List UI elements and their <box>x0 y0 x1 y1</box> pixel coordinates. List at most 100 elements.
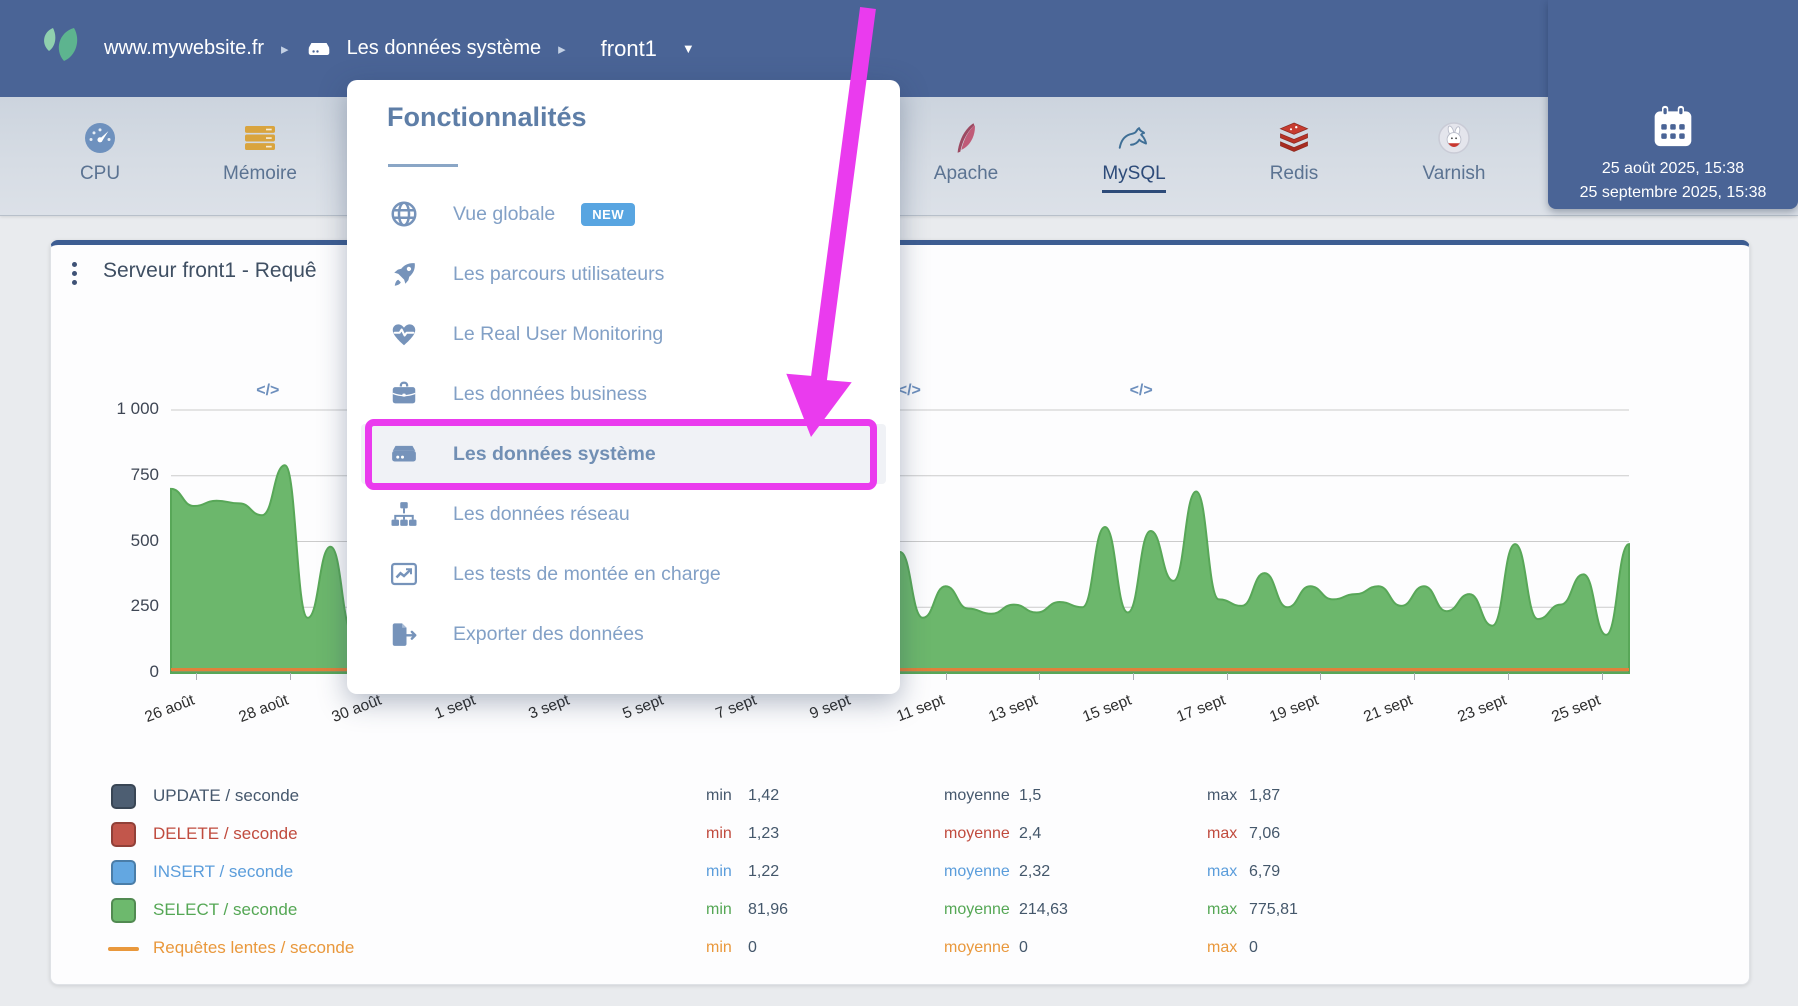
tab-label: Redis <box>1269 162 1319 184</box>
memory-icon <box>242 120 278 156</box>
menu-item-les-donnees-systeme[interactable]: Les données système <box>361 424 886 484</box>
chevron-right-icon: ▸ <box>558 40 566 58</box>
x-axis-label: 9 sept <box>807 691 853 723</box>
server-selector[interactable]: front1 <box>600 35 657 61</box>
topbar: www.mywebsite.fr ▸ Les données système ▸… <box>0 0 1798 97</box>
tab-mysql[interactable]: MySQL <box>1074 97 1194 215</box>
server-icon <box>306 36 332 62</box>
date-range-end: 25 septembre 2025, 15:38 <box>1579 184 1767 201</box>
tab-varnish[interactable]: Varnish <box>1394 97 1514 215</box>
x-axis-label: 17 sept <box>1173 691 1228 726</box>
rocket-icon <box>389 259 419 289</box>
max-value: 7,06 <box>1249 825 1281 842</box>
menu-title-underline <box>388 164 458 167</box>
date-range-start: 25 août 2025, 15:38 <box>1601 160 1745 177</box>
menu-item-les-donnees-business[interactable]: Les données business <box>361 364 886 424</box>
menu-item-exporter-des-donnees[interactable]: Exporter des données <box>361 604 886 664</box>
max-value: 0 <box>1249 939 1258 956</box>
x-axis-label: 5 sept <box>619 691 666 723</box>
tab-label: Apache <box>933 162 999 184</box>
avg-word: moyenne <box>944 901 1010 918</box>
new-badge: NEW <box>581 202 636 226</box>
logo-leaf-icon[interactable] <box>36 17 96 79</box>
legend-row-insert-seconde[interactable]: INSERT / seconde min 1,22 moyenne 2,32 max 6,7… <box>51 858 1751 888</box>
menu-item-label: Vue globale <box>453 202 556 225</box>
panel-kebab-menu-icon[interactable] <box>72 262 80 285</box>
min-word: min <box>706 939 732 956</box>
menu-item-label: Les données business <box>453 382 648 405</box>
date-range-picker[interactable]: 25 août 2025, 15:38 25 septembre 2025, 1… <box>1548 0 1798 209</box>
tab-label: Varnish <box>1422 162 1486 184</box>
legend-series-name: Requêtes lentes / seconde <box>153 938 355 957</box>
avg-word: moyenne <box>944 787 1010 804</box>
code-deploy-marker-icon[interactable]: </> <box>1129 382 1153 399</box>
features-menu: Fonctionnalités Vue globale NEW Les parcou… <box>347 80 900 694</box>
chevron-right-icon: ▸ <box>281 40 289 58</box>
tab-memoire[interactable]: Mémoire <box>200 97 320 215</box>
x-axis-tick <box>196 673 197 680</box>
legend-series-name: INSERT / seconde <box>153 862 294 881</box>
menu-item-vue-globale[interactable]: Vue globale NEW <box>361 184 886 244</box>
tab-redis[interactable]: Redis <box>1234 97 1354 215</box>
x-axis-label: 7 sept <box>713 691 760 723</box>
min-value: 1,23 <box>748 825 780 842</box>
menu-item-le-real-user-monitoring[interactable]: Le Real User Monitoring <box>361 304 886 364</box>
panel-title: Serveur front1 - Requê <box>103 259 317 282</box>
features-menu-title: Fonctionnalités <box>387 102 587 132</box>
y-axis-label: 1 000 <box>116 399 159 418</box>
min-word: min <box>706 863 732 880</box>
caret-down-icon[interactable]: ▼ <box>681 41 695 56</box>
globe-icon <box>389 199 419 229</box>
min-word: min <box>706 787 732 804</box>
legend-line-swatch <box>108 947 139 951</box>
min-word: min <box>706 901 732 918</box>
file-export-icon <box>389 619 419 649</box>
tab-apache[interactable]: Apache <box>906 97 1026 215</box>
avg-word: moyenne <box>944 863 1010 880</box>
tab-label: Mémoire <box>223 162 297 184</box>
legend-row-update-seconde[interactable]: UPDATE / seconde min 1,42 moyenne 1,5 max 1,87 <box>51 782 1751 812</box>
menu-item-label: Les données réseau <box>453 502 630 525</box>
menu-item-label: Les tests de montée en charge <box>453 562 721 585</box>
tab-label: MySQL <box>1102 163 1166 193</box>
sitemap-icon <box>389 499 419 529</box>
avg-value: 214,63 <box>1019 901 1068 918</box>
min-value: 1,42 <box>748 787 780 804</box>
max-value: 775,81 <box>1249 901 1298 918</box>
mysql-dolphin-icon <box>1116 120 1152 156</box>
menu-item-les-tests-de-montee-en-charge[interactable]: Les tests de montée en charge <box>361 544 886 604</box>
legend-row-delete-seconde[interactable]: DELETE / seconde min 1,23 moyenne 2,4 max 7,06 <box>51 820 1751 850</box>
min-word: min <box>706 825 732 842</box>
server-icon <box>389 439 419 469</box>
x-axis-tick <box>1320 673 1322 680</box>
avg-value: 0 <box>1019 939 1028 956</box>
x-axis-tick <box>1039 673 1041 680</box>
legend-row-select-seconde[interactable]: SELECT / seconde min 81,96 moyenne 214,63 max… <box>51 896 1751 926</box>
max-value: 6,79 <box>1249 863 1281 880</box>
x-axis-tick <box>1507 673 1509 680</box>
x-axis-label: 19 sept <box>1267 691 1322 726</box>
menu-item-label: Le Real User Monitoring <box>453 322 664 345</box>
tab-label: CPU <box>79 162 121 184</box>
x-axis-tick <box>945 673 947 680</box>
avg-word: moyenne <box>944 825 1010 842</box>
gauge-icon <box>82 120 118 156</box>
menu-item-les-donnees-reseau[interactable]: Les données réseau <box>361 484 886 544</box>
avg-value: 2,32 <box>1019 863 1051 880</box>
tab-cpu[interactable]: CPU <box>40 97 160 215</box>
y-axis-label: 250 <box>130 596 159 616</box>
menu-item-label: Les données système <box>453 442 656 465</box>
legend-swatch <box>111 784 136 809</box>
redis-stack-icon <box>1276 120 1312 156</box>
y-axis-label: 500 <box>130 530 159 550</box>
x-axis-label: 21 sept <box>1361 691 1415 726</box>
legend-row-requetes-lentes-seconde[interactable]: Requêtes lentes / seconde min 0 moyenne 0 max… <box>51 934 1751 964</box>
menu-item-les-parcours-utilisateurs[interactable]: Les parcours utilisateurs <box>361 244 886 304</box>
x-axis-label: 30 août <box>329 691 385 727</box>
apache-feather-icon <box>948 120 984 156</box>
breadcrumb-site[interactable]: www.mywebsite.fr <box>104 37 265 59</box>
breadcrumb-section[interactable]: Les données système <box>346 37 542 59</box>
code-deploy-marker-icon[interactable]: </> <box>897 382 921 399</box>
code-deploy-marker-icon[interactable]: </> <box>256 382 280 399</box>
